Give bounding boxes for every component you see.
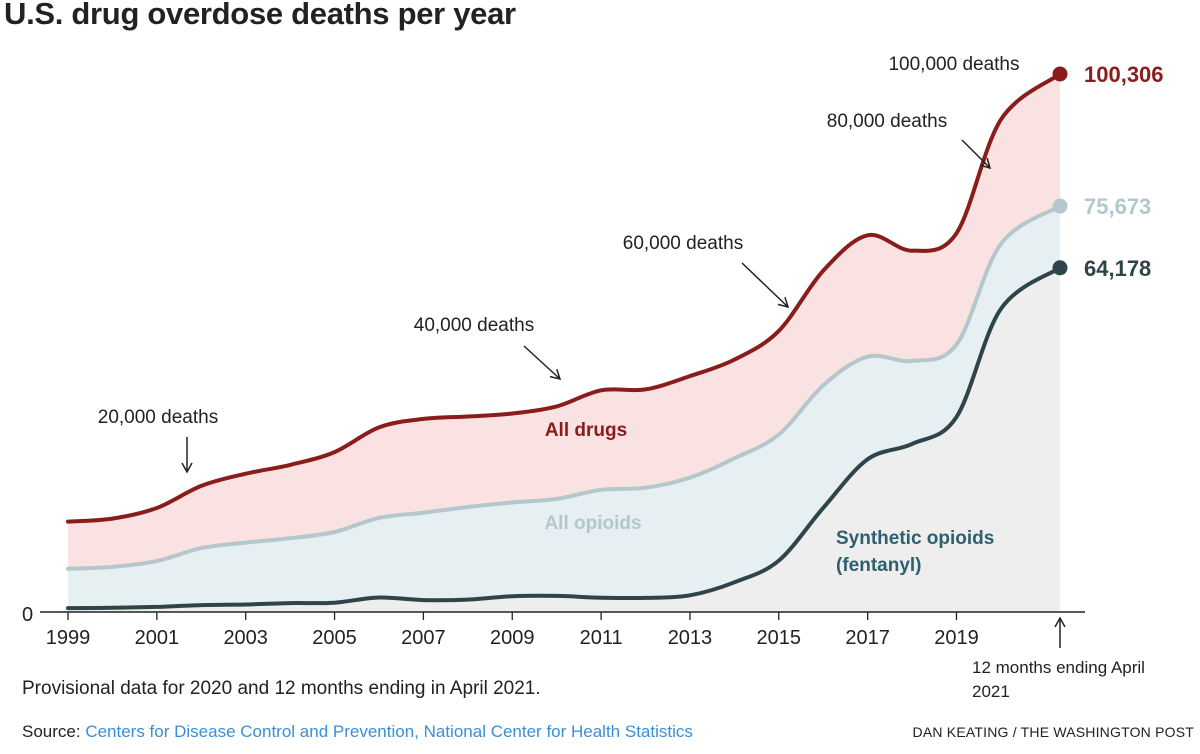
x-tick-label-1999: 1999 (46, 627, 91, 649)
annotation-5: 100,000 deaths (888, 54, 1019, 75)
end-label-all_drugs: 100,306 (1084, 62, 1164, 87)
annotation-4: 80,000 deaths (827, 111, 947, 132)
line-all_opioids (66, 204, 1062, 571)
x-tick-label-2015: 2015 (757, 627, 802, 649)
series-label-all_opioids: All opioids (544, 513, 641, 534)
end-dot-synthetic (1052, 260, 1068, 276)
area-all_opioids (68, 206, 1060, 612)
x-tick-label-2001: 2001 (135, 627, 180, 649)
end-note-line-1: 12 months ending April (972, 658, 1145, 677)
chart-title: U.S. drug overdose deaths per year (4, 0, 516, 31)
x-tick-label-2011: 2011 (580, 627, 623, 649)
line-all_drugs (66, 72, 1062, 524)
footnote: Provisional data for 2020 and 12 months … (22, 678, 541, 699)
end-dot-all_opioids (1052, 198, 1068, 214)
annotation-arrow-4 (961, 139, 991, 169)
x-axis: 0 1999 2001 2003 2005 2007 2009 2011 2013 2015 201… (22, 604, 1085, 649)
line-synthetic (66, 265, 1062, 611)
source-line: Source: Centers for Disease Control and … (22, 722, 693, 742)
annotation-arrow-2 (523, 345, 561, 380)
annotation-arrowhead-2 (549, 368, 562, 381)
x-tick-label-2017: 2017 (845, 627, 890, 649)
end-note-line-2: 2021 (972, 682, 1010, 701)
x-tick-label-2007: 2007 (401, 627, 446, 649)
end-label-synthetic: 64,178 (1084, 256, 1151, 281)
series-label-synthetic-line2: (fentanyl) (836, 555, 922, 576)
source-label: Source: (22, 722, 86, 741)
credit: DAN KEATING / THE WASHINGTON POST (912, 724, 1194, 740)
y-tick-label-0: 0 (22, 604, 33, 626)
area-synthetic (68, 267, 1060, 612)
annotation-3: 60,000 deaths (623, 233, 743, 254)
x-tick-label-2005: 2005 (312, 627, 357, 649)
x-tick-label-2019: 2019 (934, 627, 979, 649)
annotation-arrowhead-1 (181, 462, 193, 474)
annotation-arrow-3 (741, 262, 789, 308)
label-layer: 100,306 75,673 64,178 All drugs All opioids S… (98, 54, 1164, 701)
area-layer (68, 74, 1060, 612)
annotation-2: 40,000 deaths (414, 315, 534, 336)
series-label-synthetic: Synthetic opioids (836, 528, 994, 549)
line-layer (66, 66, 1068, 611)
annotation-1: 20,000 deaths (98, 407, 218, 428)
annotation-arrowhead-4 (979, 157, 992, 170)
end-dot-all_drugs (1052, 66, 1068, 82)
end-label-all_opioids: 75,673 (1084, 194, 1151, 219)
end-note-arrowhead (1054, 616, 1066, 628)
x-tick-label-2003: 2003 (223, 627, 268, 649)
source-link[interactable]: Centers for Disease Control and Preventi… (85, 722, 693, 741)
x-tick-label-2013: 2013 (668, 627, 713, 649)
series-label-all_drugs: All drugs (545, 420, 627, 441)
annotation-arrowhead-3 (777, 296, 790, 309)
x-tick-label-2009: 2009 (490, 627, 535, 649)
